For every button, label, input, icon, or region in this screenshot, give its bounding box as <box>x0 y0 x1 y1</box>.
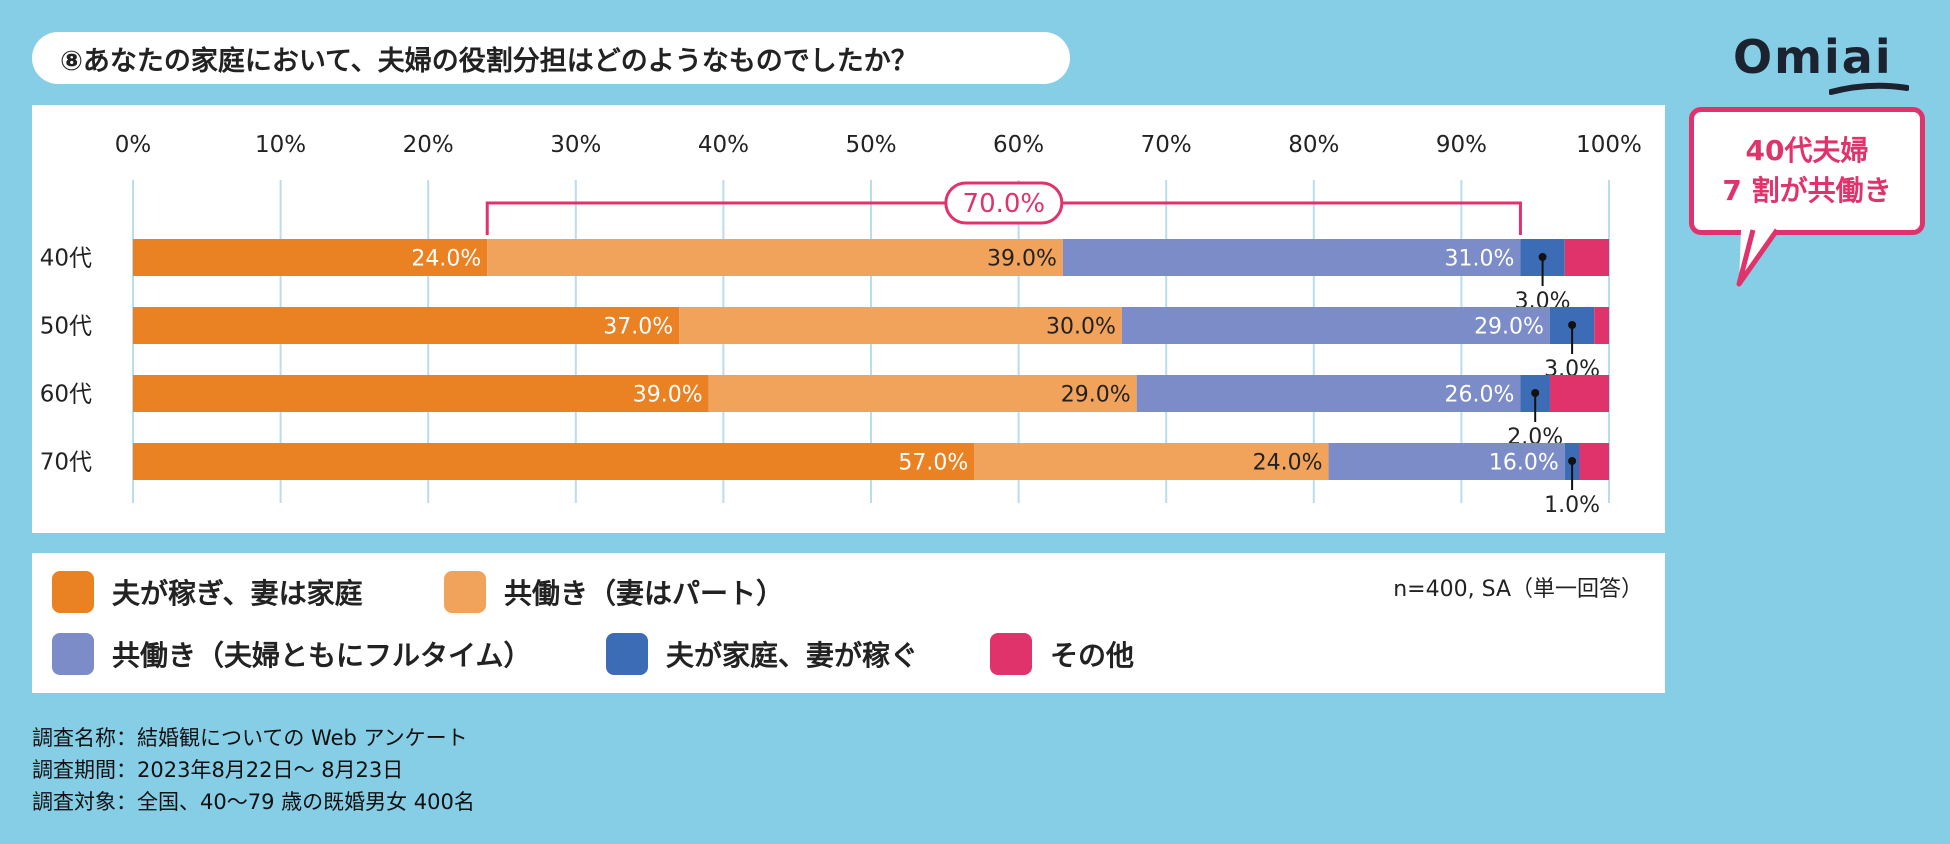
bar-segment-1-4 <box>1594 307 1609 344</box>
callout-line-2: 7 割が共働き <box>1722 174 1892 207</box>
bracket-label: 70.0% <box>963 189 1046 219</box>
data-label-1-2: 29.0% <box>1474 315 1544 340</box>
category-label-3: 70代 <box>40 450 92 476</box>
bar-segment-0-1 <box>487 239 1063 276</box>
data-label-2-1: 29.0% <box>1061 383 1131 408</box>
leader-dot-3 <box>1568 457 1577 465</box>
bar-segment-3-1 <box>974 443 1329 480</box>
legend-label-1: 夫が稼ぎ、妻は家庭 <box>112 577 363 610</box>
x-tick-label-0: 0% <box>115 132 152 158</box>
data-label-1-1: 30.0% <box>1046 315 1116 340</box>
x-tick-label-7: 70% <box>1141 132 1192 158</box>
data-label-3-1: 24.0% <box>1253 451 1323 476</box>
data-label-0-1: 39.0% <box>987 247 1057 272</box>
x-tick-label-1: 10% <box>255 132 306 158</box>
chart-title-text: ⑧あなたの家庭において、夫婦の役割分担はどのようなものでしたか？ <box>60 45 918 77</box>
data-label-0-2: 31.0% <box>1445 247 1515 272</box>
bar-segment-0-4 <box>1564 239 1609 276</box>
x-tick-label-6: 60% <box>993 132 1044 158</box>
bar-segment-1-0 <box>133 307 680 344</box>
x-tick-label-5: 50% <box>845 132 896 158</box>
chart-panel: 0% 10% 20% 30% 40% 50% 60% 70% 80% 90% 100% 40代 24.0… <box>32 105 1665 533</box>
omiai-logo: Omiai <box>1733 28 1913 98</box>
bar-segment-2-2 <box>1136 375 1521 412</box>
data-label-3-0: 57.0% <box>898 451 968 476</box>
footnote-survey-period: 調査期間：2023年8月22日～ 8月23日 <box>32 758 404 782</box>
x-tick-label-3: 30% <box>550 132 601 158</box>
bar-segment-0-0 <box>133 239 488 276</box>
callout-line-1: 40代夫婦 <box>1745 134 1869 167</box>
legend: 夫が稼ぎ、妻は家庭 共働き（妻はパート） 共働き（夫婦ともにフルタイム） 夫が家… <box>32 553 1665 693</box>
sample-note: n=400, SA（単一回答） <box>1393 577 1643 602</box>
legend-swatch-1 <box>52 571 94 613</box>
bar-segment-2-4 <box>1549 375 1609 412</box>
legend-swatch-5 <box>990 633 1032 675</box>
callout-tail-icon <box>1736 228 1780 287</box>
legend-item-3: 共働き（夫婦ともにフルタイム） <box>52 633 531 675</box>
bar-segment-3-2 <box>1328 443 1565 480</box>
x-tick-label-4: 40% <box>698 132 749 158</box>
bar-segment-3-4 <box>1579 443 1609 480</box>
legend-label-5: その他 <box>1050 639 1135 672</box>
logo-swoosh-icon <box>1829 82 1909 95</box>
category-label-0: 40代 <box>40 246 92 272</box>
bar-segment-1-1 <box>679 307 1122 344</box>
category-label-1: 50代 <box>40 314 92 340</box>
leader-dot-1 <box>1568 321 1577 329</box>
legend-item-5: その他 <box>990 633 1134 675</box>
legend-item-2: 共働き（妻はパート） <box>444 571 784 613</box>
legend-label-4: 夫が家庭、妻が稼ぐ <box>666 639 919 672</box>
data-label-2-2: 26.0% <box>1445 383 1515 408</box>
legend-item-4: 夫が家庭、妻が稼ぐ <box>606 633 918 675</box>
bar-segment-3-0 <box>133 443 975 480</box>
data-label-2-0: 39.0% <box>633 383 703 408</box>
bar-segment-2-0 <box>133 375 709 412</box>
leader-dot-0 <box>1538 253 1547 261</box>
legend-item-1: 夫が稼ぎ、妻は家庭 <box>52 571 363 613</box>
data-label-3-3: 1.0% <box>1544 493 1600 518</box>
data-label-1-0: 37.0% <box>603 315 673 340</box>
x-tick-label-2: 20% <box>403 132 454 158</box>
callout-box: 40代夫婦 7 割が共働き <box>1689 107 1925 235</box>
bar-segment-0-2 <box>1062 239 1521 276</box>
legend-swatch-2 <box>444 571 486 613</box>
footnote-survey-target: 調査対象：全国、40～79 歳の既婚男女 400名 <box>32 790 475 814</box>
stacked-bar-chart: 0% 10% 20% 30% 40% 50% 60% 70% 80% 90% 100% 40代 24.0… <box>40 132 1642 518</box>
category-label-2: 60代 <box>40 382 92 408</box>
bracket-label-pill <box>944 181 1064 225</box>
legend-swatch-3 <box>52 633 94 675</box>
bar-segment-2-1 <box>708 375 1137 412</box>
bar-segment-1-2 <box>1121 307 1550 344</box>
leader-dot-2 <box>1531 389 1540 397</box>
x-tick-label-8: 80% <box>1288 132 1339 158</box>
footnote-survey-name: 調査名称：結婚観についての Web アンケート <box>32 726 468 750</box>
logo-text: Omiai <box>1733 30 1893 84</box>
legend-swatch-4 <box>606 633 648 675</box>
data-label-3-2: 16.0% <box>1489 451 1559 476</box>
legend-label-2: 共働き（妻はパート） <box>504 577 785 610</box>
data-label-0-0: 24.0% <box>411 247 481 272</box>
x-tick-label-10: 100% <box>1576 132 1642 158</box>
chart-title: ⑧あなたの家庭において、夫婦の役割分担はどのようなものでしたか？ <box>32 32 1070 84</box>
survey-footnotes: 調査名称：結婚観についての Web アンケート 調査期間：2023年8月22日～… <box>32 722 1032 818</box>
legend-label-3: 共働き（夫婦ともにフルタイム） <box>112 639 532 672</box>
x-tick-label-9: 90% <box>1436 132 1487 158</box>
